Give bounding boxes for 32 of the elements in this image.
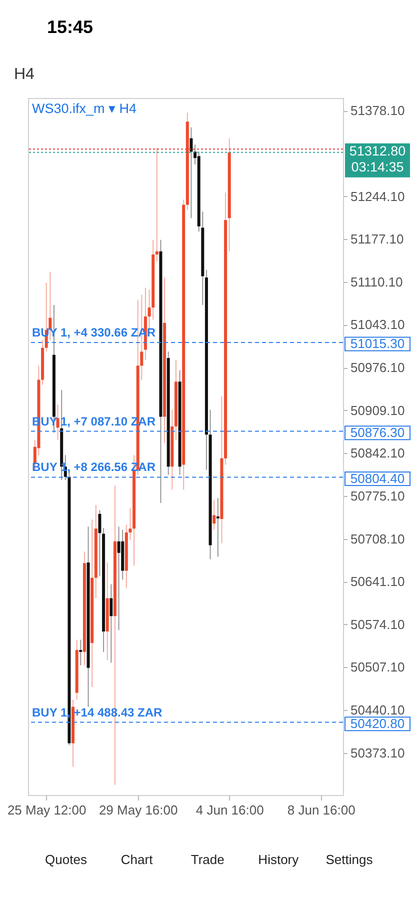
y-tick-label: 50641.10	[350, 574, 405, 590]
ref-line-label: 50804.40	[350, 470, 405, 486]
y-tick-label: 50574.10	[350, 616, 405, 632]
y-tick-label: 50842.10	[350, 446, 405, 461]
x-tick-label: 4 Jun 16:00	[196, 802, 264, 818]
ref-line-label: 51015.30	[350, 336, 405, 352]
y-tick-label: 51110.10	[350, 274, 403, 290]
y-tick-label: 51043.10	[350, 317, 405, 332]
y-tick-label: 50373.10	[350, 745, 405, 760]
text: Chart	[120, 852, 154, 867]
ref-line-label: 51312.80 03:14:35	[349, 143, 406, 174]
y-tick-label: 50708.10	[350, 531, 405, 546]
x-tick-label: 29 May 16:00	[98, 802, 178, 818]
text: 15:45	[46, 17, 94, 37]
chart-title: WS30.ifx_m ▾ H4	[32, 101, 138, 116]
y-tick-label: 51378.10	[350, 103, 405, 118]
x-tick-label: 8 Jun 16:00	[287, 802, 356, 818]
ref-line-label: 50876.30	[350, 424, 405, 440]
y-tick-label: 50909.10	[350, 402, 405, 418]
text: History	[258, 852, 300, 867]
y-tick-label: 51244.10	[350, 188, 405, 204]
x-tick-label: 25 May 12:00	[7, 802, 86, 818]
text: H4	[14, 66, 35, 83]
y-tick-label: 50775.10	[350, 488, 405, 504]
y-tick-label: 50507.10	[350, 660, 405, 675]
ref-line-label: 50420.80	[350, 716, 405, 731]
y-tick-label: 51177.10	[350, 232, 404, 247]
text: Trade	[190, 852, 224, 867]
y-tick-label: 50440.10	[350, 702, 405, 718]
text: Quotes	[45, 852, 88, 867]
text: Settings	[326, 852, 374, 867]
y-tick-label: 50976.10	[350, 360, 405, 376]
